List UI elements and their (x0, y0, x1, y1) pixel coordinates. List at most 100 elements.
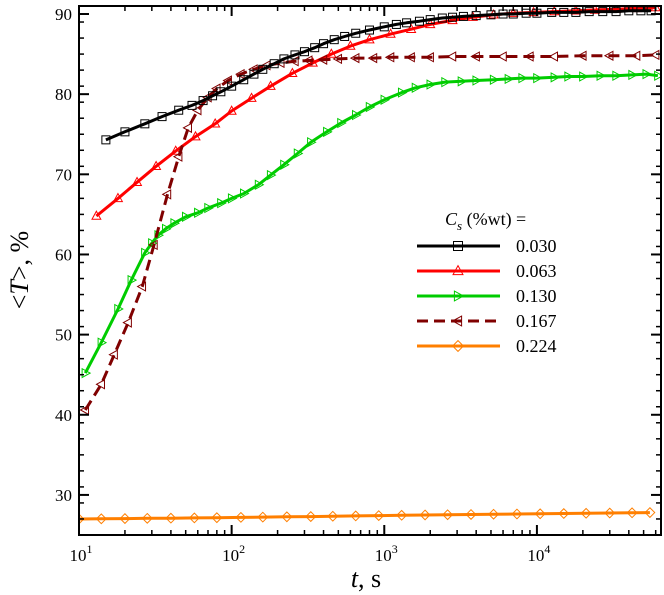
data-point (351, 28, 361, 38)
x-tick-label: 101 (70, 542, 93, 565)
legend: Cs (%wt) = 0.030 0.063 0.130 0.167 0.224 (417, 209, 557, 356)
data-point (165, 512, 177, 524)
data-point (571, 7, 581, 17)
data-point (579, 71, 589, 82)
data-point (596, 70, 607, 81)
data-point (511, 508, 523, 520)
data-point (209, 117, 221, 128)
data-point (194, 207, 204, 219)
data-point (405, 52, 415, 63)
data-point (391, 19, 401, 29)
data-point (279, 54, 289, 64)
legend-entry-0.224: 0.224 (417, 336, 557, 356)
data-point (112, 192, 124, 203)
legend-title: Cs (%wt) = (445, 209, 526, 233)
data-point (352, 109, 362, 121)
data-point (319, 39, 329, 49)
data-point (437, 13, 447, 23)
data-point (340, 31, 350, 41)
data-point (154, 229, 164, 241)
y-tick-label: 40 (55, 406, 72, 425)
data-point (187, 100, 197, 110)
data-point (405, 23, 417, 33)
data-point (380, 94, 391, 106)
data-point (269, 59, 279, 69)
data-point (345, 40, 356, 50)
data-point (119, 513, 131, 525)
data-point (329, 35, 339, 45)
data-point (307, 57, 319, 67)
data-point (101, 135, 111, 145)
data-point (424, 52, 434, 63)
data-point (649, 49, 660, 61)
data-point (548, 51, 559, 62)
data-point (533, 72, 543, 84)
data-point (108, 349, 118, 360)
data-point (258, 64, 268, 74)
data-point (524, 51, 534, 62)
data-point (365, 101, 376, 113)
data-point (226, 105, 237, 115)
legend-marker (453, 241, 463, 251)
series-0.167 (79, 49, 660, 416)
legend-marker (453, 290, 465, 302)
data-point (170, 217, 180, 229)
data-point (364, 25, 374, 35)
data-point (310, 43, 320, 53)
y-tick-label: 50 (55, 326, 72, 345)
data-point (528, 6, 539, 17)
data-point (642, 68, 653, 80)
data-point (397, 87, 408, 98)
data-point (79, 404, 90, 416)
data-point (216, 87, 226, 97)
data-point (504, 73, 515, 85)
data-point (364, 33, 375, 44)
series-layer (79, 6, 661, 525)
data-point (254, 179, 265, 190)
data-point (457, 76, 468, 87)
data-point (350, 510, 362, 522)
data-point (266, 169, 277, 181)
data-point (458, 11, 468, 21)
y-tick-label: 90 (55, 5, 72, 24)
data-point (136, 281, 147, 292)
data-point (148, 239, 158, 251)
legend-entry-0.130: 0.130 (417, 286, 557, 306)
data-point (446, 51, 457, 62)
data-point (402, 18, 412, 28)
data-point (577, 50, 587, 61)
data-point (425, 15, 435, 25)
data-point (630, 50, 641, 61)
data-point (384, 52, 395, 63)
data-point (654, 70, 661, 81)
data-point (549, 6, 560, 16)
series-line-0.167 (84, 53, 656, 411)
data-point (239, 75, 249, 85)
data-point (157, 112, 167, 122)
data-point (280, 159, 290, 170)
y-tick-label: 80 (55, 85, 72, 104)
data-point (182, 122, 192, 134)
data-point (598, 7, 608, 17)
data-point (97, 337, 108, 348)
data-point (235, 511, 247, 523)
data-point (471, 11, 481, 21)
data-point (162, 223, 172, 235)
data-point (191, 104, 202, 116)
data-point (249, 69, 259, 79)
data-point (584, 7, 594, 17)
data-point (293, 148, 304, 159)
data-point (150, 160, 162, 171)
data-point (302, 55, 313, 66)
data-point (211, 83, 221, 94)
data-point (170, 145, 181, 155)
data-point (299, 47, 309, 57)
data-point (172, 151, 183, 162)
data-point (419, 509, 431, 521)
data-point (327, 510, 339, 522)
data-point (227, 193, 238, 204)
data-point (497, 51, 507, 62)
data-point (265, 80, 276, 90)
data-point (414, 16, 424, 26)
data-point (559, 7, 569, 17)
